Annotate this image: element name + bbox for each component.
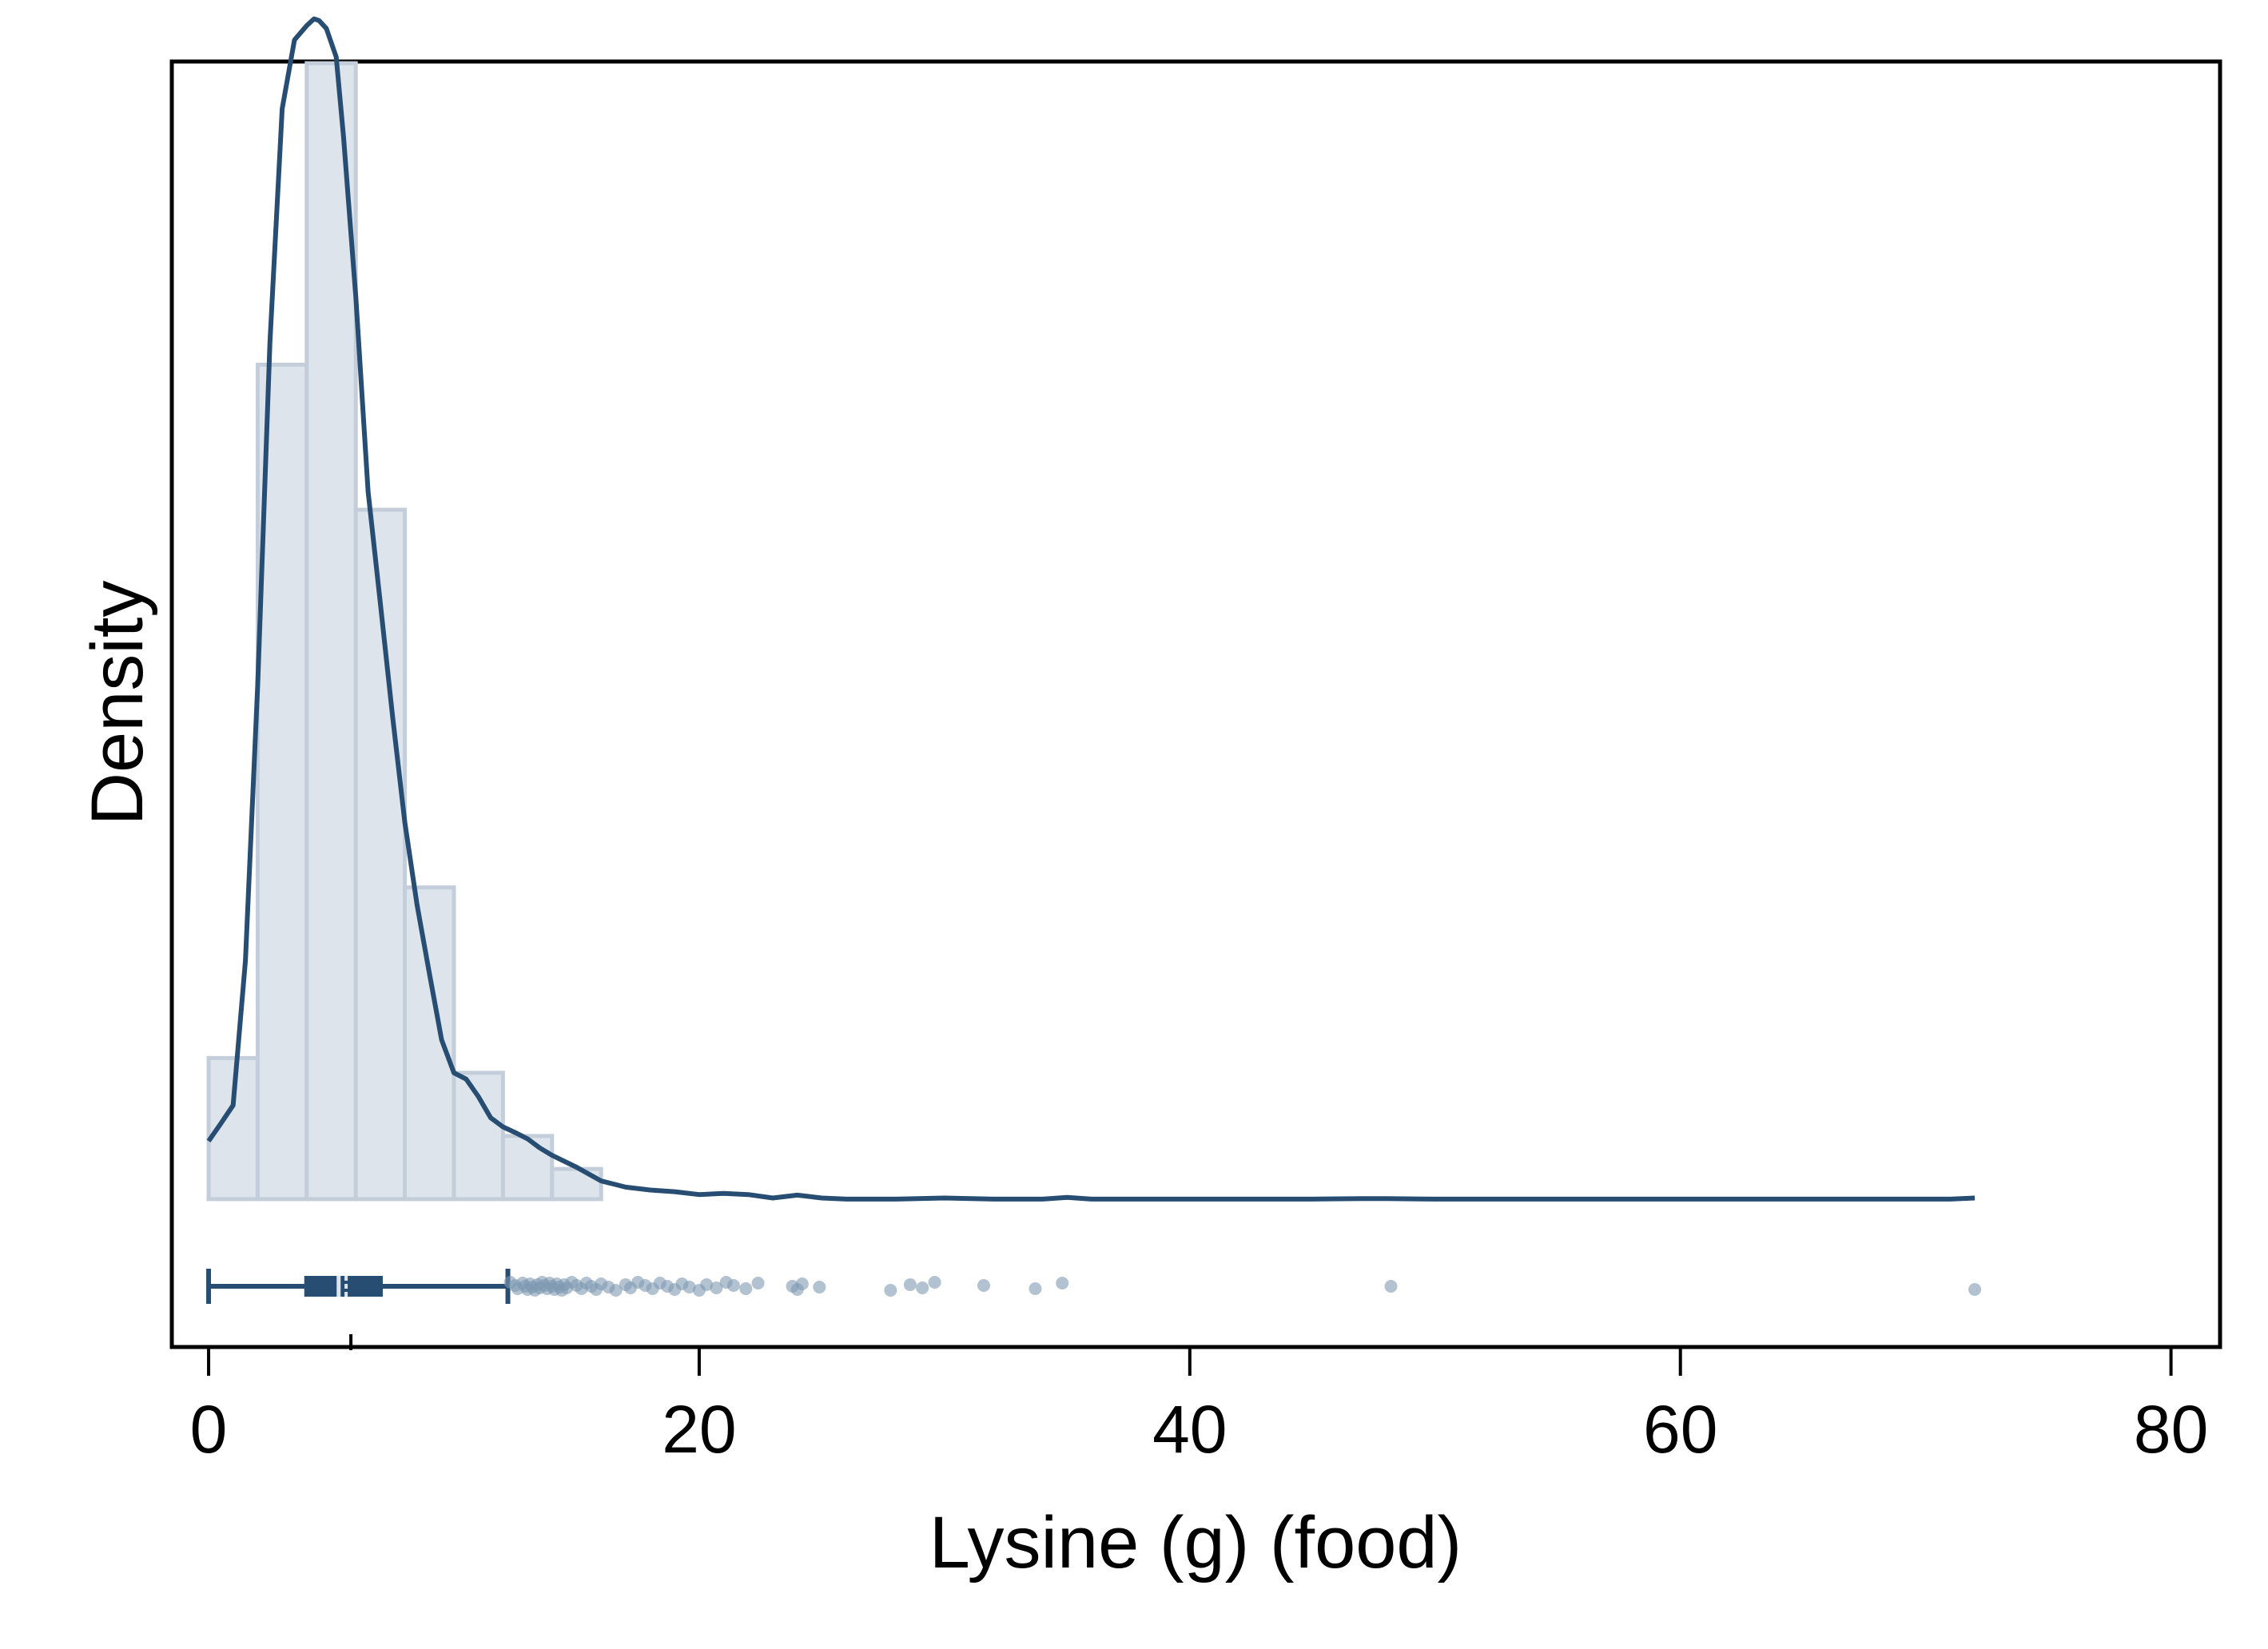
boxplot-outlier-51 bbox=[813, 1281, 826, 1293]
x-tick-label-0: 0 bbox=[190, 1392, 228, 1467]
boxplot-outlier-46 bbox=[739, 1282, 753, 1295]
x-tick-label-4: 80 bbox=[2134, 1392, 2208, 1467]
x-tick-label-2: 40 bbox=[1152, 1392, 1227, 1467]
density-curve bbox=[206, 16, 1976, 1202]
boxplot-outlier-53 bbox=[903, 1278, 917, 1291]
histogram-bar-2 bbox=[304, 61, 358, 1202]
boxplot-box bbox=[304, 1276, 383, 1297]
boxplot-outlier-55 bbox=[928, 1276, 941, 1289]
histogram-bars bbox=[206, 61, 603, 1202]
boxplot-outlier-57 bbox=[1029, 1282, 1042, 1295]
boxplot-outlier-42 bbox=[700, 1278, 714, 1291]
boxplot-outlier-56 bbox=[977, 1279, 990, 1292]
boxplot-outlier-47 bbox=[751, 1277, 765, 1289]
histogram-bar-7 bbox=[550, 1166, 603, 1202]
histogram-bar-6 bbox=[500, 1134, 555, 1202]
histogram-bar-4 bbox=[403, 885, 456, 1202]
histogram-bar-5 bbox=[452, 1071, 505, 1202]
x-axis-title: Lysine (g) (food) bbox=[929, 1502, 1462, 1583]
boxplot-outlier-45 bbox=[726, 1279, 740, 1292]
density-curve-layer bbox=[206, 16, 1976, 1202]
x-axis: 0 20 40 60 80 bbox=[190, 1334, 2208, 1467]
boxplot-outlier-43 bbox=[710, 1281, 723, 1294]
boxplot bbox=[206, 1269, 1982, 1304]
boxplot-outlier-60 bbox=[1968, 1283, 1982, 1296]
x-tick-label-1: 20 bbox=[662, 1392, 736, 1467]
y-axis-title: Density bbox=[77, 581, 158, 826]
boxplot-outlier-52 bbox=[884, 1284, 897, 1297]
boxplot-outlier-50 bbox=[795, 1277, 809, 1290]
boxplot-outlier-59 bbox=[1384, 1280, 1398, 1293]
boxplot-outlier-54 bbox=[916, 1281, 929, 1294]
x-tick-label-3: 60 bbox=[1643, 1392, 1717, 1467]
boxplot-outlier-40 bbox=[682, 1281, 696, 1293]
boxplot-outlier-58 bbox=[1056, 1277, 1069, 1289]
boxplot-outlier-30 bbox=[609, 1284, 623, 1297]
plot-frame bbox=[169, 59, 2222, 1349]
